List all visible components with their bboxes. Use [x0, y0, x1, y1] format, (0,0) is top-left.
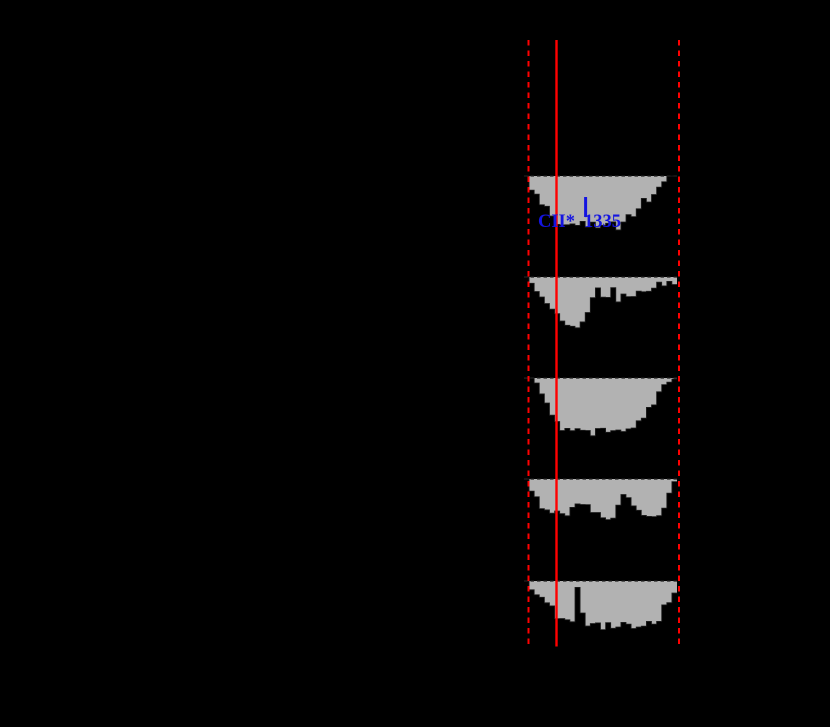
svg-text:CII*: CII*	[538, 212, 575, 232]
svg-text:1335: 1335	[584, 212, 621, 232]
